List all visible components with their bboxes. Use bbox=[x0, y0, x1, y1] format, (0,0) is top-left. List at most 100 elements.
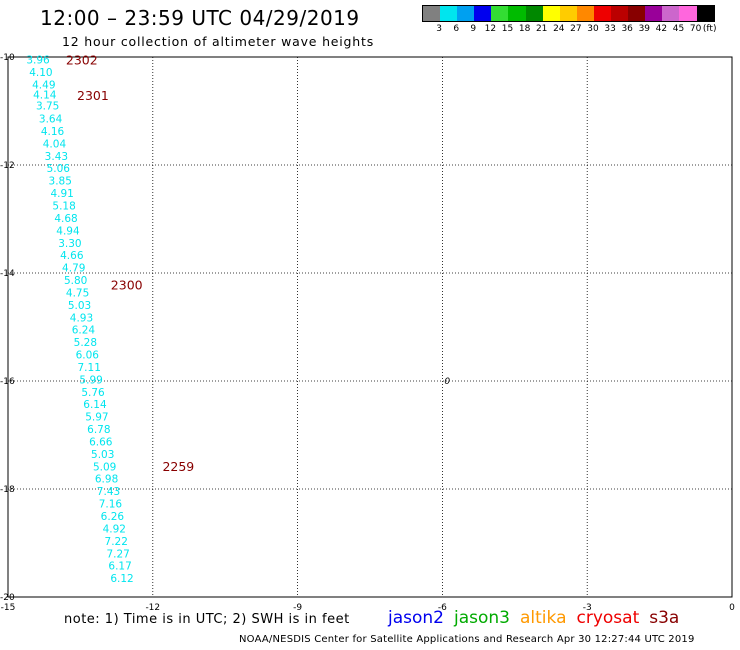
swh-value-label: 6.98 bbox=[95, 474, 118, 486]
swh-value-label: 3.30 bbox=[58, 238, 81, 250]
swh-value-label: 6.06 bbox=[76, 350, 100, 362]
x-tick-label: -15 bbox=[1, 603, 16, 613]
swh-value-label: 3.96 bbox=[26, 55, 50, 67]
swh-value-label: 6.12 bbox=[110, 573, 133, 585]
colorbar-swatch bbox=[491, 6, 509, 21]
colorbar-tick-label: 39 bbox=[638, 24, 651, 34]
colorbar-swatch bbox=[662, 6, 680, 21]
colorbar-swatch bbox=[611, 6, 629, 21]
colorbar-swatch bbox=[474, 6, 492, 21]
swh-value-label: 6.14 bbox=[83, 399, 107, 411]
y-tick-label: -10 bbox=[0, 53, 15, 63]
colorbar-swatch bbox=[525, 6, 543, 21]
swh-value-label: 6.66 bbox=[89, 436, 113, 448]
swh-value-label: 3.43 bbox=[45, 151, 68, 163]
colorbar-unit-label: (ft) bbox=[702, 24, 717, 34]
colorbar-swatch bbox=[542, 6, 560, 21]
colorbar-tick-label: 12 bbox=[484, 24, 497, 34]
swh-value-label: 6.17 bbox=[108, 561, 131, 573]
swh-value-label: 4.14 bbox=[33, 89, 57, 101]
colorbar-swatch bbox=[628, 6, 646, 21]
swh-value-label: 4.04 bbox=[43, 138, 67, 150]
swh-value-label: 4.66 bbox=[60, 250, 84, 262]
swh-value-label: 5.80 bbox=[64, 275, 87, 287]
page-title: 12:00 – 23:59 UTC 04/29/2019 bbox=[40, 6, 360, 30]
swh-value-label: 3.85 bbox=[49, 176, 72, 188]
swh-value-label: 5.06 bbox=[47, 163, 71, 175]
x-tick-label: -6 bbox=[438, 603, 447, 613]
colorbar-tick-label: 42 bbox=[655, 24, 668, 34]
swh-value-label: 6.78 bbox=[87, 424, 110, 436]
colorbar-tick-label: 3 bbox=[436, 24, 442, 34]
x-tick-label: -9 bbox=[293, 603, 302, 613]
plot-frame bbox=[7, 56, 733, 598]
swh-value-label: 4.75 bbox=[66, 287, 89, 299]
swh-value-label: 4.68 bbox=[54, 213, 77, 225]
colorbar-swatch bbox=[696, 6, 714, 21]
colorbar-tick-label: 27 bbox=[570, 24, 582, 34]
swh-value-label: 4.49 bbox=[32, 80, 55, 92]
swh-value-label: 5.03 bbox=[68, 300, 91, 312]
colorbar-swatch bbox=[559, 6, 577, 21]
colorbar-tick-label: 21 bbox=[535, 24, 548, 34]
swh-value-label: 5.09 bbox=[93, 461, 116, 473]
satellite-label-altika: altika bbox=[520, 608, 567, 628]
colorbar-legend: 3 6 9 12 15 18 21 24 27 30 33 36 39 42 45 70 (ft) bbox=[422, 5, 717, 36]
swh-value-label: 6.26 bbox=[101, 511, 125, 523]
swh-value-label: 4.16 bbox=[41, 126, 65, 138]
colorbar-swatch bbox=[593, 6, 612, 21]
colorbar-swatch bbox=[423, 6, 441, 21]
y-tick-label: -16 bbox=[0, 377, 15, 387]
colorbar-tick-label: 6 bbox=[453, 24, 460, 34]
y-tick-label: -12 bbox=[0, 161, 15, 171]
swh-value-label: 7.43 bbox=[97, 486, 120, 498]
swh-value-label: 4.93 bbox=[70, 312, 93, 324]
footer-note: note: 1) Time is in UTC; 2) SWH is in fe… bbox=[64, 612, 350, 627]
colorbar-swatch bbox=[679, 6, 697, 21]
satellite-label-s3a: s3a bbox=[649, 608, 680, 628]
swh-value-label: 5.99 bbox=[79, 374, 102, 386]
satellite-legend: jason2 jason3 altika cryosat s3a bbox=[388, 608, 689, 628]
swh-value-label: 3.75 bbox=[36, 101, 59, 113]
swh-value-label: 3.64 bbox=[39, 114, 63, 126]
misc-mark-label: 0 bbox=[444, 377, 450, 387]
page-subtitle: 12 hour collection of altimeter wave hei… bbox=[62, 34, 375, 49]
colorbar-tick-label: 15 bbox=[501, 24, 514, 34]
swh-value-label: 7.11 bbox=[78, 362, 101, 374]
swh-value-label: 4.92 bbox=[103, 523, 126, 535]
colorbar-tick-label: 33 bbox=[604, 24, 616, 34]
swh-value-label: 5.97 bbox=[85, 412, 108, 424]
time-label: 2259 bbox=[162, 459, 194, 474]
x-tick-label: -12 bbox=[145, 603, 160, 613]
colorbar-swatch bbox=[440, 6, 458, 21]
x-tick-label: -3 bbox=[583, 603, 592, 613]
swh-value-label: 4.79 bbox=[62, 263, 85, 275]
y-tick-label: -18 bbox=[0, 485, 15, 495]
swh-value-label: 7.27 bbox=[106, 548, 129, 560]
colorbar-swatch bbox=[457, 6, 475, 21]
swh-value-label: 4.91 bbox=[50, 188, 73, 200]
y-tick-label: -20 bbox=[0, 593, 15, 603]
swh-value-label: 5.76 bbox=[81, 387, 105, 399]
x-tick-label: 0 bbox=[729, 603, 735, 613]
swh-value-label: 7.16 bbox=[99, 499, 123, 511]
time-label: 2300 bbox=[111, 277, 143, 292]
colorbar-swatch bbox=[645, 6, 663, 21]
y-tick-label: -14 bbox=[0, 269, 15, 279]
swh-value-label: 4.10 bbox=[29, 67, 52, 79]
colorbar-tick-label: 45 bbox=[672, 24, 685, 34]
colorbar-tick-label: 9 bbox=[470, 24, 477, 34]
colorbar-tick-label: 30 bbox=[587, 24, 599, 34]
colorbar-swatch bbox=[576, 6, 594, 21]
time-label: 2302 bbox=[66, 53, 98, 68]
swh-value-label: 5.03 bbox=[91, 449, 114, 461]
colorbar-tick-label: 70 bbox=[689, 24, 702, 34]
colorbar-tick-label: 36 bbox=[621, 24, 633, 34]
colorbar-swatches bbox=[422, 5, 715, 22]
footer-credit: NOAA/NESDIS Center for Satellite Applica… bbox=[239, 634, 695, 645]
swh-value-label: 6.24 bbox=[72, 325, 96, 337]
colorbar-tick-label: 18 bbox=[518, 24, 531, 34]
time-label: 2301 bbox=[77, 88, 109, 103]
satellite-label-jason2: jason2 bbox=[388, 608, 444, 628]
